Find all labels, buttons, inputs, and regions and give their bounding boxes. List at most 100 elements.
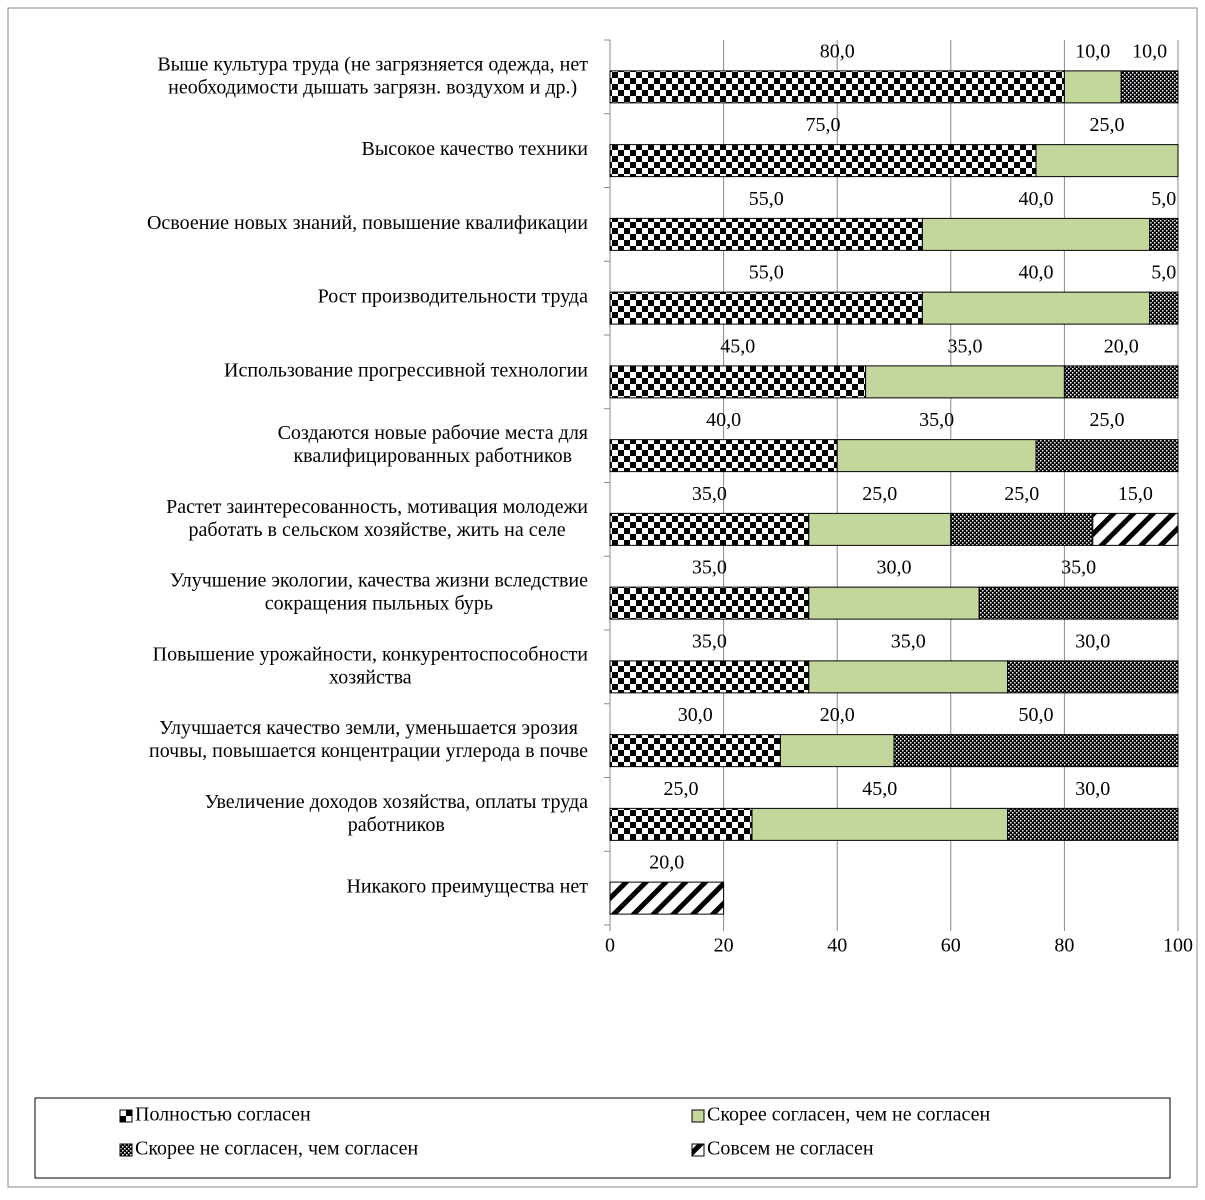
data-label: 75,0 [806, 114, 841, 136]
y-tick-label: Выше культура труда (не загрязняется оде… [157, 53, 588, 98]
legend-box [34, 1097, 1171, 1179]
bar-segment [1007, 660, 1179, 694]
data-label: 5,0 [1151, 262, 1176, 284]
data-label: 25,0 [1004, 483, 1039, 505]
data-label: 40,0 [706, 409, 741, 431]
bar-segment [609, 734, 781, 768]
bar-segment [609, 365, 867, 399]
bar-segment [1007, 807, 1179, 841]
bar-segment [751, 807, 1009, 841]
data-label: 35,0 [692, 630, 727, 652]
x-tick-label: 40 [827, 935, 847, 957]
label-line: Увеличение доходов хозяйства, оплаты тру… [205, 790, 589, 812]
bar-segment [609, 586, 810, 620]
label-line: почвы, повышается концентрации углерода … [149, 740, 588, 762]
legend-label: Скорее не согласен, чем согласен [135, 1138, 419, 1160]
x-tick-label: 80 [1054, 935, 1074, 957]
data-label: 40,0 [1019, 188, 1054, 210]
bar-segment [808, 586, 980, 620]
bar-segment [1035, 439, 1179, 473]
legend-swatch [691, 1109, 705, 1123]
bar-segment [779, 734, 895, 768]
legend-swatch [119, 1109, 133, 1123]
x-tick-label: 0 [605, 935, 615, 957]
frame [7, 7, 1198, 1188]
y-tick-label: Создаются новые рабочие места для квалифи… [278, 422, 588, 467]
data-label: 30,0 [1075, 778, 1110, 800]
data-label: 5,0 [1151, 188, 1176, 210]
label-line: необходимости дышать загрязн. воздухом и… [168, 76, 577, 98]
data-label: 25,0 [664, 778, 699, 800]
data-label: 35,0 [1061, 557, 1096, 579]
y-tick-label: Рост производительности труда [318, 286, 589, 308]
data-label: 55,0 [749, 262, 784, 284]
data-label: 30,0 [877, 557, 912, 579]
data-label: 10,0 [1132, 40, 1167, 62]
y-tick-label: Увеличение доходов хозяйства, оплаты тру… [205, 790, 589, 835]
data-label: 30,0 [678, 704, 713, 726]
label-line: Улучшается качество земли, уменьшается э… [159, 717, 578, 739]
bar-segment [609, 512, 810, 546]
legend-swatch [691, 1143, 705, 1157]
y-tick-label: Освоение новых знаний, повышение квалифи… [147, 212, 588, 234]
data-label: 55,0 [749, 188, 784, 210]
y-tick-label: Использование прогрессивной технологии [224, 359, 588, 381]
x-tick-label: 100 [1163, 935, 1193, 957]
data-label: 45,0 [862, 778, 897, 800]
data-label: 45,0 [720, 335, 755, 357]
y-tick-label: Никакого преимущества нет [346, 876, 588, 898]
bar-segment [978, 586, 1179, 620]
legend-label: Скорее согласен, чем не согласен [707, 1104, 991, 1126]
bar-segment [609, 144, 1037, 178]
bar-segment [609, 807, 753, 841]
data-label: 25,0 [862, 483, 897, 505]
bar-segment [1063, 365, 1179, 399]
data-label: 20,0 [820, 704, 855, 726]
y-tick-label: Улучшение экологии, качества жизни вслед… [170, 569, 588, 614]
bar-segment [609, 70, 1065, 104]
label-line: Растет заинтересованность, мотивация мол… [166, 495, 588, 517]
bar-segment [1120, 70, 1179, 104]
bar-segment [865, 365, 1065, 399]
bar-segment [808, 512, 952, 546]
data-label: 50,0 [1019, 704, 1054, 726]
bar-segment [1092, 512, 1179, 546]
x-tick-label: 20 [714, 935, 734, 957]
data-label: 80,0 [820, 40, 855, 62]
y-tick-label: Повышение урожайности, конкурентоспособн… [153, 643, 589, 688]
data-label: 25,0 [1090, 114, 1125, 136]
legend-label: Совсем не согласен [707, 1138, 874, 1160]
label-line: Выше культура труда (не загрязняется оде… [157, 53, 588, 75]
bar-segment [1149, 291, 1179, 325]
bar-segment [609, 291, 923, 325]
data-label: 35,0 [948, 335, 983, 357]
data-label: 35,0 [692, 557, 727, 579]
bar-segment [808, 660, 1009, 694]
label-line: Создаются новые рабочие места для [278, 422, 588, 444]
bar-segment [836, 439, 1037, 473]
y-tick-label: Высокое качество техники [361, 138, 588, 160]
legend-swatch [119, 1143, 133, 1157]
label-line: хозяйства [329, 666, 412, 688]
bar-segment [1149, 217, 1179, 251]
x-tick-label: 60 [941, 935, 961, 957]
bar-segment [609, 217, 923, 251]
label-line: Повышение урожайности, конкурентоспособн… [153, 643, 589, 665]
label-line: сокращения пыльных бурь [265, 592, 493, 614]
data-label: 20,0 [1104, 335, 1139, 357]
y-tick-label: Растет заинтересованность, мотивация мол… [166, 495, 588, 540]
bar-segment [921, 217, 1151, 251]
data-label: 35,0 [919, 409, 954, 431]
bar-segment [1063, 70, 1122, 104]
bar-segment [921, 291, 1151, 325]
data-label: 40,0 [1019, 262, 1054, 284]
data-label: 10,0 [1075, 40, 1110, 62]
data-label: 20,0 [649, 852, 684, 874]
bar-segment [609, 439, 838, 473]
data-label: 25,0 [1090, 409, 1125, 431]
data-label: 30,0 [1075, 630, 1110, 652]
data-label: 15,0 [1118, 483, 1153, 505]
bar-segment [609, 660, 810, 694]
bar-segment [893, 734, 1179, 768]
